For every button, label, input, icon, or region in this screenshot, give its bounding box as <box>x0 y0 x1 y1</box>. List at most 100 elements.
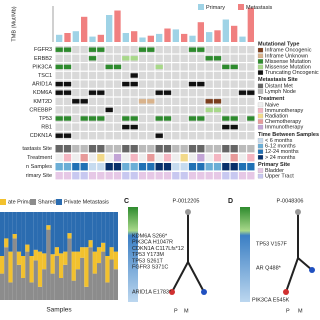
tmb-bar <box>72 31 79 42</box>
annotation-cell <box>147 172 155 180</box>
legend-swatch <box>257 102 264 108</box>
stack-bar <box>29 256 34 283</box>
legend-label: ate Primary <box>8 199 36 205</box>
mutation-cell <box>138 47 147 52</box>
mutation-cell <box>155 64 163 70</box>
stack-bar <box>16 251 22 265</box>
cell-bg <box>163 46 172 54</box>
stack-bar <box>92 251 97 274</box>
gene-label: KDM6A <box>33 90 52 96</box>
mutation-label: KDM6A S266* <box>132 233 168 239</box>
cell-bg <box>188 132 197 140</box>
stack-bar <box>54 256 59 300</box>
annotation-cell <box>55 172 63 180</box>
mutation-cell <box>122 124 130 130</box>
cell-bg <box>147 114 155 123</box>
annotation-cell <box>188 145 197 153</box>
annotation-cell <box>55 145 63 153</box>
legend-label: Chemotherapy <box>265 119 301 125</box>
annotation-cell <box>247 172 255 180</box>
cell-bg <box>122 106 130 114</box>
cell-bg <box>238 106 247 114</box>
cell-bg <box>155 46 163 54</box>
stack-bar <box>75 212 81 252</box>
stack-bar <box>42 212 47 254</box>
cell-bg <box>105 89 113 97</box>
cell-bg <box>163 71 172 80</box>
cell-bg <box>222 54 230 62</box>
cell-bg <box>97 54 105 62</box>
legend-label: Metastasis <box>246 5 273 11</box>
cell-bg <box>138 114 147 123</box>
cell-bg <box>147 63 155 71</box>
cell-bg <box>230 89 238 97</box>
legend-title: Mutational Type <box>258 41 299 47</box>
annotation-cell <box>188 154 197 162</box>
mutation-cell <box>163 116 172 121</box>
tree-label: P <box>286 308 290 314</box>
stack-bar <box>63 264 68 300</box>
mutation-cell <box>105 64 113 70</box>
gene-label: CDKN1A <box>30 133 53 139</box>
stack-bar <box>16 212 22 252</box>
annotation-cell <box>247 145 255 153</box>
annotation-cell <box>72 154 80 162</box>
stack-bar <box>4 238 9 248</box>
annotation-cell <box>205 172 213 180</box>
cell-bg <box>222 46 230 54</box>
cell-bg <box>130 63 138 71</box>
cell-bg <box>205 89 213 97</box>
mutation-cell <box>122 81 130 87</box>
legend-swatch <box>257 70 264 75</box>
annotation-cell <box>222 163 230 171</box>
legend-swatch <box>198 4 204 10</box>
cell-bg <box>147 80 155 88</box>
cell-bg <box>88 97 97 105</box>
x-axis-label: Samples <box>46 307 72 314</box>
mutation-cell <box>88 116 97 121</box>
cell-bg <box>80 46 88 54</box>
cell-bg <box>180 71 188 80</box>
tmb-bar <box>89 36 96 42</box>
clone-bar <box>128 207 138 302</box>
mutation-cell <box>188 47 197 52</box>
cell-bg <box>113 123 122 131</box>
legend-label: Radiation <box>265 113 288 119</box>
cell-bg <box>55 54 63 62</box>
cell-bg <box>238 63 247 71</box>
stack-bar <box>109 247 114 260</box>
legend-swatch <box>56 199 62 205</box>
cell-bg <box>180 123 188 131</box>
tmb-bar <box>122 33 129 42</box>
mutation-cell <box>188 116 197 121</box>
mutation-cell <box>97 47 105 52</box>
annotation-cell <box>163 163 172 171</box>
cell-bg <box>88 123 97 131</box>
cell-bg <box>197 54 205 62</box>
annotation-label: n Samples <box>26 164 52 170</box>
cell-bg <box>238 46 247 54</box>
annotation-cell <box>147 163 155 171</box>
annotation-cell <box>180 163 188 171</box>
cell-bg <box>155 71 163 80</box>
cell-bg <box>80 80 88 88</box>
annotation-cell <box>180 154 188 162</box>
cell-bg <box>222 132 230 140</box>
legend-swatch <box>257 89 264 94</box>
patient-id: P-0012205 <box>173 198 200 204</box>
patient-id: P-0048306 <box>277 198 304 204</box>
legend-label: 12-24 months <box>265 149 299 155</box>
cell-bg <box>138 132 147 140</box>
mutation-label: PIK3CA H1047R <box>132 240 173 246</box>
mutation-cell <box>63 133 72 138</box>
cell-bg <box>172 114 180 123</box>
annotation-cell <box>130 172 138 180</box>
legend-swatch <box>257 83 264 89</box>
cell-bg <box>155 80 163 88</box>
tmb-bar <box>64 33 71 42</box>
cell-bg <box>155 54 163 62</box>
mutation-cell <box>163 90 172 95</box>
cell-bg <box>72 80 80 88</box>
mutation-cell <box>63 64 72 70</box>
gene-label: PIK3CA <box>32 64 52 70</box>
